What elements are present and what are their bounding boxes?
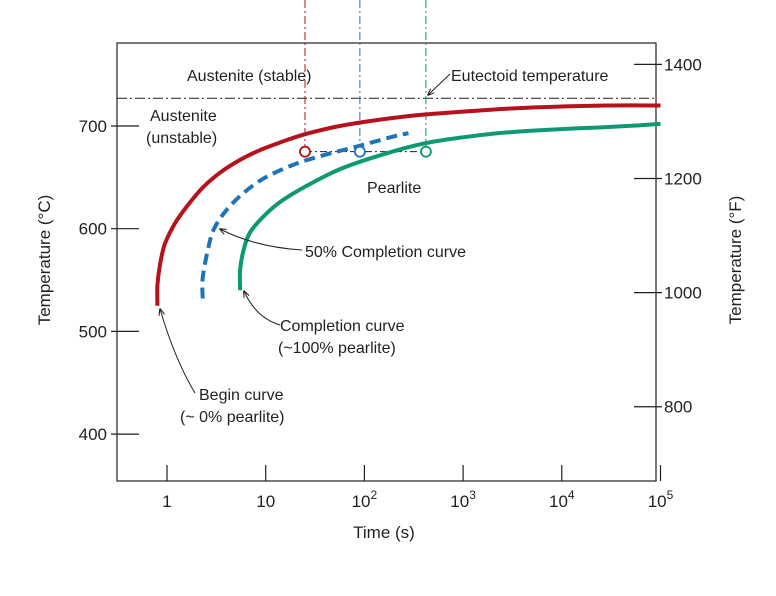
begin-curve bbox=[155, 103, 661, 306]
plot-frame bbox=[116, 42, 657, 482]
y-tick-label-right-800: 800 bbox=[664, 398, 692, 417]
y-axis-left-title: Temperature (°C) bbox=[35, 195, 54, 326]
x-tick-label-100000: 105 bbox=[648, 488, 674, 511]
y-tick-label-left-700: 700 bbox=[79, 117, 107, 136]
label-austenite-unstable-line2: (unstable) bbox=[146, 130, 217, 147]
y-tick-label-left-500: 500 bbox=[79, 322, 107, 341]
eutectoid-leader bbox=[428, 73, 451, 95]
fifty-percent-curve bbox=[200, 131, 409, 299]
label-pearlite: Pearlite bbox=[367, 180, 421, 197]
y-tick-label-left-600: 600 bbox=[79, 220, 107, 239]
completion-curve bbox=[237, 121, 661, 291]
fifty-percent-leader bbox=[220, 229, 303, 251]
y-tick-label-right-1200: 1200 bbox=[664, 169, 702, 188]
label-begin-curve-line2: (~ 0% pearlite) bbox=[180, 409, 285, 426]
y-tick-label-left-400: 400 bbox=[79, 425, 107, 444]
label-eutectoid-temperature: Eutectoid temperature bbox=[451, 68, 609, 85]
x-tick-label-10000: 104 bbox=[549, 488, 575, 511]
label-austenite-stable: Austenite (stable) bbox=[187, 68, 312, 85]
x-tick-label-10: 10 bbox=[256, 492, 275, 511]
transformation-marker-3 bbox=[420, 145, 432, 158]
label-completion-curve-line2: (~100% pearlite) bbox=[278, 340, 396, 357]
begin-leader bbox=[160, 309, 196, 394]
x-tick-label-1000: 103 bbox=[450, 488, 476, 511]
label-begin-curve-line1: Begin curve bbox=[199, 387, 284, 404]
x-tick-label-1: 1 bbox=[162, 492, 171, 511]
y-tick-label-right-1400: 1400 bbox=[664, 55, 702, 74]
x-tick-label-100: 102 bbox=[352, 488, 378, 511]
y-tick-label-right-1000: 1000 bbox=[664, 284, 702, 303]
x-axis-title: Time (s) bbox=[353, 523, 415, 542]
transformation-marker-2 bbox=[353, 145, 366, 158]
completion-leader bbox=[244, 291, 281, 326]
y-axis-right-title: Temperature (°F) bbox=[726, 196, 745, 325]
label-austenite-unstable-line1: Austenite bbox=[150, 108, 217, 125]
transformation-marker-1 bbox=[299, 145, 311, 158]
label-fifty-percent-curve: 50% Completion curve bbox=[305, 244, 466, 261]
label-completion-curve-line1: Completion curve bbox=[280, 318, 405, 335]
